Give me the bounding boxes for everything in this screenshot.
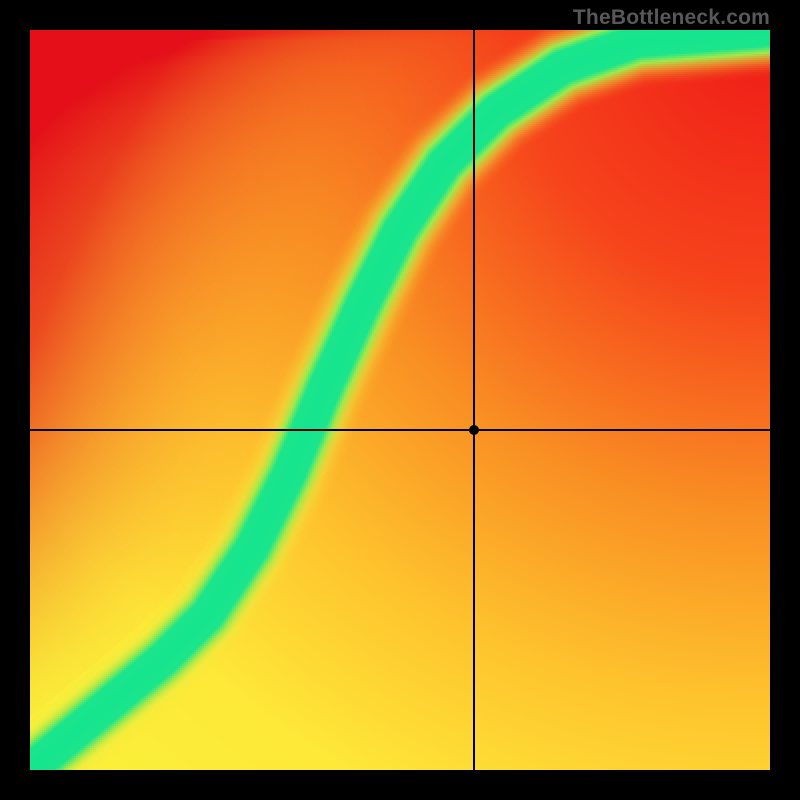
crosshair-vertical — [473, 30, 475, 770]
crosshair-marker — [469, 425, 479, 435]
crosshair-horizontal — [30, 429, 770, 431]
watermark-text: TheBottleneck.com — [573, 6, 770, 30]
heatmap-canvas — [30, 30, 770, 770]
plot-area — [30, 30, 770, 770]
chart-frame: TheBottleneck.com — [0, 0, 800, 800]
